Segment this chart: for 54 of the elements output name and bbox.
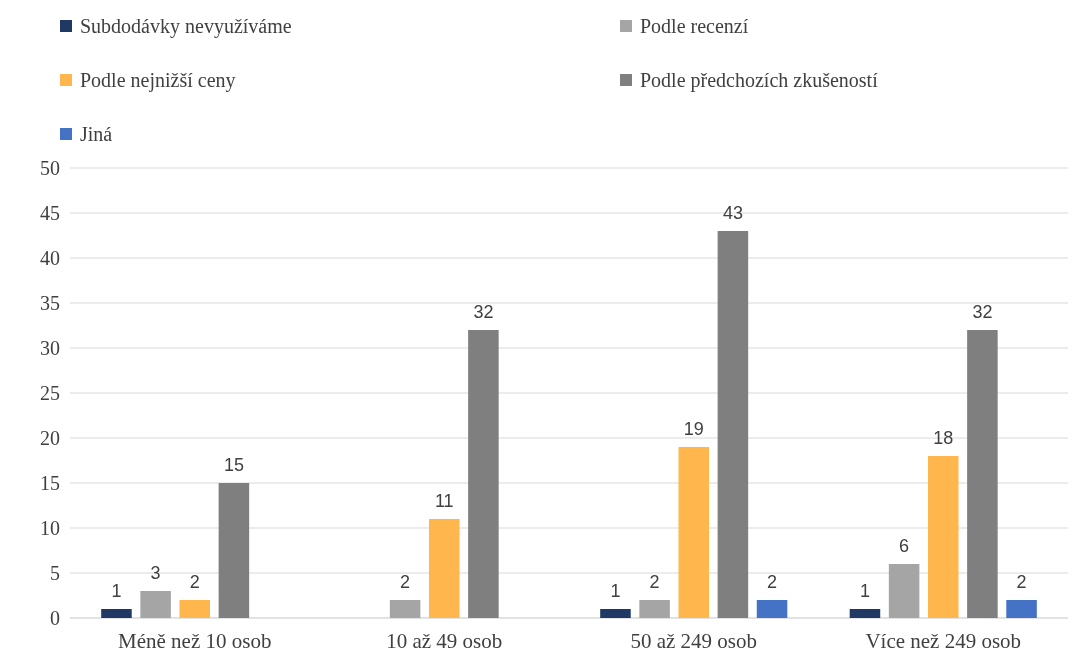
data-label: 1 [111,581,122,601]
y-tick-label: 20 [40,427,60,449]
x-tick-label: 10 až 49 osob [386,629,503,653]
y-tick-label: 15 [40,472,60,494]
bar [1006,600,1037,618]
bar [678,447,710,618]
legend-label: Podle předchozích zkušeností [640,69,879,92]
y-tick-label: 35 [40,292,60,314]
y-tick-label: 50 [40,157,60,179]
bar [600,609,631,618]
data-label: 19 [683,419,704,439]
data-label: 2 [1016,572,1027,592]
legend-label: Subdodávky nevyužíváme [80,15,292,38]
y-tick-label: 30 [40,337,60,359]
legend-label: Podle nejnižší ceny [80,69,236,92]
bar [468,330,499,618]
data-label: 2 [649,572,660,592]
bar [849,609,881,618]
data-label: 18 [933,428,954,448]
legend-label: Podle recenzí [640,15,749,37]
data-label: 15 [223,455,244,475]
data-label: 2 [767,572,778,592]
x-tick-label: Méně než 10 osob [118,629,272,653]
bar [927,456,959,618]
y-tick-label: 25 [40,382,60,404]
data-label: 32 [972,302,993,322]
data-label: 11 [434,491,454,511]
data-label: 2 [189,572,200,592]
bar [756,600,788,618]
bar [888,564,920,618]
y-tick-label: 40 [40,247,60,269]
y-tick-label: 5 [50,562,60,584]
y-tick-label: 45 [40,202,60,224]
data-label: 32 [473,302,494,322]
y-tick-label: 0 [50,607,60,629]
y-tick-label: 10 [40,517,60,539]
bar [717,231,749,618]
bar [389,600,421,618]
data-label: 2 [400,572,411,592]
data-label: 1 [610,581,621,601]
x-tick-label: 50 až 249 osob [630,629,758,653]
legend-label: Jiná [80,123,113,145]
data-label: 6 [899,536,910,556]
data-label: 3 [150,563,161,583]
bar [179,600,211,618]
bar [967,330,998,618]
bar [218,483,250,618]
bar [101,609,132,618]
bar [639,600,670,618]
bar [140,591,171,618]
x-tick-label: Více než 249 osob [865,629,1022,653]
data-label: 1 [859,581,870,601]
data-label: 43 [722,203,743,223]
bar [428,519,460,618]
